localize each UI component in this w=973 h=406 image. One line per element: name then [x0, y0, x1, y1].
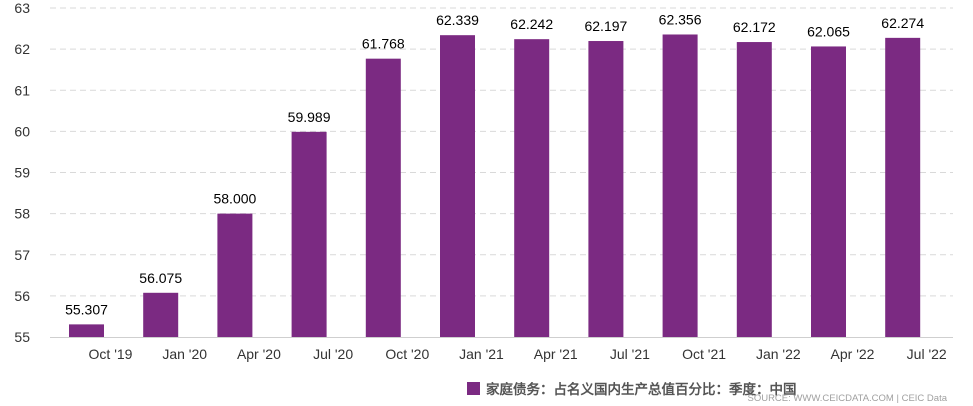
gridlines — [50, 7, 953, 297]
x-tick-label: Apr '20 — [237, 346, 281, 362]
x-axis: Oct '19 Jan '20 Apr '20 Jul '20 Oct '20 Jan '… — [50, 337, 953, 362]
y-tick-label: 60 — [14, 123, 30, 139]
bar-value-label: 55.307 — [65, 301, 108, 317]
x-tick-label: Apr '21 — [534, 346, 578, 362]
y-tick-label: 58 — [14, 206, 30, 222]
bar-value-label: 62.274 — [881, 15, 924, 31]
bar-value-label: 62.197 — [584, 18, 627, 34]
bar — [143, 292, 179, 337]
x-tick-label: Oct '20 — [385, 346, 429, 362]
bar — [588, 41, 624, 337]
y-tick-label: 59 — [14, 165, 30, 181]
x-tick-label: Jan '20 — [162, 346, 207, 362]
y-tick-label: 57 — [14, 247, 30, 263]
y-tick-label: 61 — [14, 82, 30, 98]
bar — [811, 46, 846, 337]
legend-label: 家庭债务：占名义国内生产总值百分比：季度：中国 — [486, 382, 797, 398]
source-note: SOURCE: WWW.CEICDATA.COM | CEIC Data — [747, 393, 947, 404]
bar — [365, 58, 401, 337]
x-tick-label: Jul '20 — [313, 346, 353, 362]
bar — [217, 213, 253, 337]
bar — [69, 324, 104, 337]
x-tick-label: Jul '21 — [610, 346, 650, 362]
legend-swatch — [467, 381, 480, 395]
bar — [736, 42, 772, 337]
bar-value-label: 62.172 — [733, 19, 776, 35]
x-tick-label: Apr '22 — [831, 346, 875, 362]
y-tick-label: 63 — [14, 0, 30, 16]
bar — [662, 34, 698, 338]
bar-series — [69, 34, 921, 338]
y-tick-label: 55 — [14, 329, 30, 345]
bar-value-label: 56.075 — [139, 270, 182, 286]
bar-value-label: 62.242 — [510, 16, 553, 32]
bar-value-label: 62.339 — [436, 12, 479, 28]
y-tick-label: 56 — [14, 288, 30, 304]
bar-value-label: 61.768 — [362, 36, 405, 52]
x-tick-label: Jan '21 — [459, 346, 504, 362]
data-labels: 55.307 56.075 58.000 59.989 61.768 62.339 62.2… — [65, 11, 924, 317]
x-tick-label: Jan '22 — [756, 346, 801, 362]
bar — [440, 35, 475, 337]
bar — [885, 37, 921, 337]
x-tick-label: Oct '21 — [682, 346, 726, 362]
x-tick-label: Oct '19 — [89, 346, 133, 362]
y-axis: 55 56 57 58 59 60 61 62 63 — [14, 0, 30, 345]
x-tick-label: Jul '22 — [907, 346, 947, 362]
bar — [514, 39, 550, 337]
bar-value-label: 62.065 — [807, 23, 850, 39]
legend: 家庭债务：占名义国内生产总值百分比：季度：中国 — [467, 378, 797, 398]
y-tick-label: 62 — [14, 41, 30, 57]
bar-value-label: 59.989 — [288, 109, 331, 125]
bar — [291, 131, 327, 337]
bar-value-label: 58.000 — [213, 191, 256, 207]
bar-value-label: 62.356 — [659, 11, 702, 27]
